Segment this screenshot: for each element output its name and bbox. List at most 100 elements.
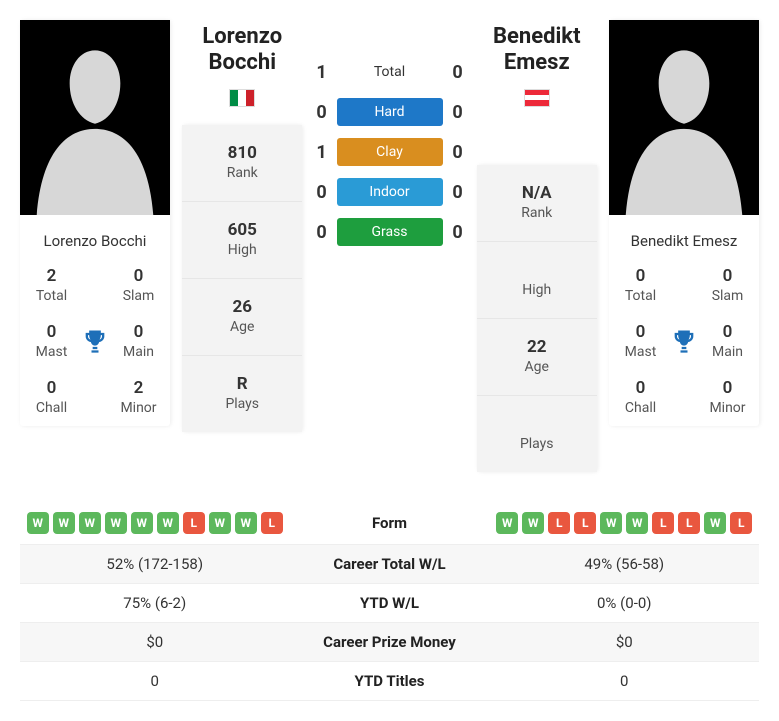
form-chip: L: [574, 512, 596, 534]
player2-high: High: [477, 242, 597, 319]
form-chip: L: [548, 512, 570, 534]
career-prize-row: $0 Career Prize Money $0: [20, 623, 759, 662]
silhouette-icon: [30, 25, 160, 215]
player2-ytd-wl: 0% (0-0): [490, 594, 760, 612]
player1-card: Lorenzo Bocchi 2 Total 0 Slam 0 Mast 0 M…: [20, 20, 170, 426]
h2h-p2-value: 0: [451, 142, 465, 163]
player1-chall-titles: 0 Chall: [26, 378, 77, 416]
player1-age: 26 Age: [182, 279, 302, 356]
player2-info-column: Benedikt Emesz N/A Rank High 22 Age: [477, 20, 597, 472]
player1-high: 605 High: [182, 202, 302, 279]
form-chip: W: [522, 512, 544, 534]
ytd-titles-row: 0 YTD Titles 0: [20, 662, 759, 701]
italy-flag-icon: [229, 89, 255, 107]
player2-form: WWLLWWLLWL: [490, 512, 760, 534]
surface-total: Total: [337, 58, 443, 86]
surface-indoor: Indoor: [337, 178, 443, 206]
form-chip: L: [261, 512, 283, 534]
form-chip: W: [157, 512, 179, 534]
player2-slam-titles: 0 Slam: [702, 266, 753, 304]
player2-card: Benedikt Emesz 0 Total 0 Slam 0 Mast 0 M…: [609, 20, 759, 426]
form-chip: L: [730, 512, 752, 534]
player2-chall-titles: 0 Chall: [615, 378, 666, 416]
form-chip: W: [79, 512, 101, 534]
player2-total-titles: 0 Total: [615, 266, 666, 304]
h2h-p2-value: 0: [451, 102, 465, 123]
player1-info-column: Lorenzo Bocchi 810 Rank 605 High 26 Age: [182, 20, 302, 432]
player2-plays: Plays: [477, 396, 597, 472]
player2-name-small: Benedikt Emesz: [609, 220, 759, 262]
player1-main-titles: 0 Main: [113, 322, 164, 360]
form-chip: W: [496, 512, 518, 534]
player-comparison-header: Lorenzo Bocchi 2 Total 0 Slam 0 Mast 0 M…: [20, 20, 759, 472]
comparison-table: WWWWWWLWWL Form WWLLWWLLWL 52% (172-158)…: [20, 502, 759, 701]
h2h-row-total: 1 Total 0: [315, 58, 465, 86]
form-chip: W: [131, 512, 153, 534]
form-chip: W: [626, 512, 648, 534]
player2-career-wl: 49% (56-58): [490, 555, 760, 573]
player1-ytd-titles: 0: [20, 672, 290, 690]
player1-stats-column: 810 Rank 605 High 26 Age R Plays: [182, 125, 302, 432]
player1-titles-grid: 2 Total 0 Slam 0 Mast 0 Main 0 Chall: [20, 262, 170, 426]
h2h-p1-value: 0: [315, 222, 329, 243]
form-chip: L: [183, 512, 205, 534]
player2-titles-grid: 0 Total 0 Slam 0 Mast 0 Main 0 Chall: [609, 262, 759, 426]
player1-name-large: Lorenzo Bocchi: [182, 20, 302, 107]
surface-clay: Clay: [337, 138, 443, 166]
head-to-head-column: 1 Total 0 0 Hard 0 1 Clay 0 0 Indoor 0 0 Grass 0: [315, 20, 465, 246]
form-label: Form: [290, 514, 490, 532]
trophy-icon: [670, 322, 698, 360]
player2-mast-titles: 0 Mast: [615, 322, 666, 360]
player2-main-titles: 0 Main: [702, 322, 753, 360]
form-chip: W: [105, 512, 127, 534]
form-chip: W: [600, 512, 622, 534]
player2-photo: [609, 20, 759, 215]
ytd-wl-label: YTD W/L: [290, 594, 490, 612]
player1-slam-titles: 0 Slam: [113, 266, 164, 304]
h2h-p1-value: 1: [315, 142, 329, 163]
form-chip: L: [678, 512, 700, 534]
player1-mast-titles: 0 Mast: [26, 322, 77, 360]
h2h-row-grass: 0 Grass 0: [315, 218, 465, 246]
player1-rank: 810 Rank: [182, 125, 302, 202]
silhouette-icon: [619, 25, 749, 215]
austria-flag-icon: [524, 89, 550, 107]
h2h-p2-value: 0: [451, 222, 465, 243]
form-chip: L: [652, 512, 674, 534]
player1-plays: R Plays: [182, 356, 302, 432]
ytd-wl-row: 75% (6-2) YTD W/L 0% (0-0): [20, 584, 759, 623]
career-wl-label: Career Total W/L: [290, 555, 490, 573]
h2h-p1-value: 0: [315, 182, 329, 203]
form-row: WWWWWWLWWL Form WWLLWWLLWL: [20, 502, 759, 545]
surface-hard: Hard: [337, 98, 443, 126]
h2h-row-indoor: 0 Indoor 0: [315, 178, 465, 206]
form-chip: W: [209, 512, 231, 534]
h2h-p2-value: 0: [451, 182, 465, 203]
player1-career-prize: $0: [20, 633, 290, 651]
player2-career-prize: $0: [490, 633, 760, 651]
player1-minor-titles: 2 Minor: [113, 378, 164, 416]
h2h-p1-value: 0: [315, 102, 329, 123]
ytd-titles-label: YTD Titles: [290, 672, 490, 690]
form-chip: W: [53, 512, 75, 534]
form-chip: W: [704, 512, 726, 534]
h2h-row-clay: 1 Clay 0: [315, 138, 465, 166]
career-prize-label: Career Prize Money: [290, 633, 490, 651]
player2-name-large: Benedikt Emesz: [477, 20, 597, 107]
player2-ytd-titles: 0: [490, 672, 760, 690]
player1-total-titles: 2 Total: [26, 266, 77, 304]
player1-career-wl: 52% (172-158): [20, 555, 290, 573]
career-wl-row: 52% (172-158) Career Total W/L 49% (56-5…: [20, 545, 759, 584]
player1-form: WWWWWWLWWL: [20, 512, 290, 534]
h2h-p2-value: 0: [451, 62, 465, 83]
player2-minor-titles: 0 Minor: [702, 378, 753, 416]
player2-age: 22 Age: [477, 319, 597, 396]
h2h-row-hard: 0 Hard 0: [315, 98, 465, 126]
player1-photo: [20, 20, 170, 215]
form-chip: W: [235, 512, 257, 534]
trophy-icon: [81, 322, 109, 360]
h2h-p1-value: 1: [315, 62, 329, 83]
player2-rank: N/A Rank: [477, 165, 597, 242]
player1-ytd-wl: 75% (6-2): [20, 594, 290, 612]
surface-grass: Grass: [337, 218, 443, 246]
